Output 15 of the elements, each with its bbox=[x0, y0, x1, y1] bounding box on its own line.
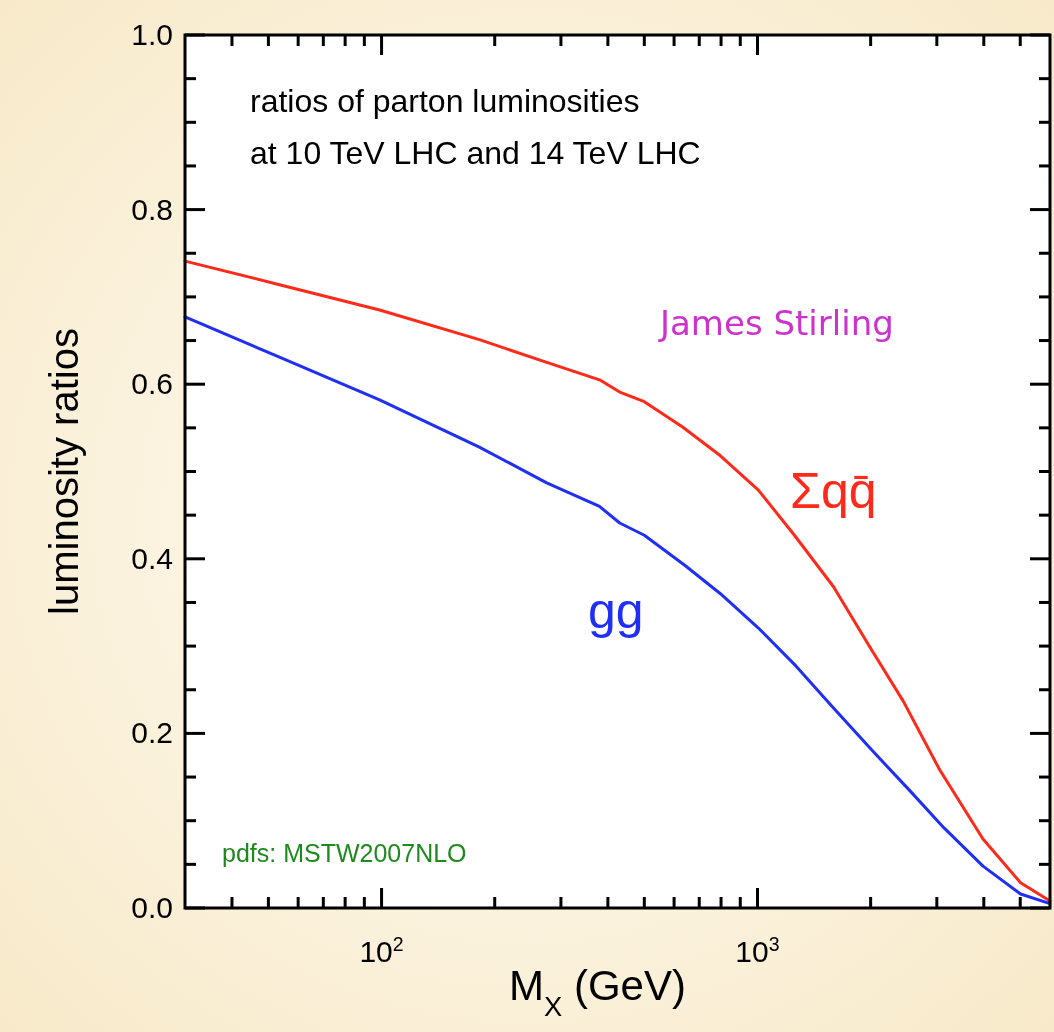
y-tick-label: 0.4 bbox=[131, 541, 173, 575]
y-tick-label: 1.0 bbox=[131, 18, 173, 51]
text: ratios of parton luminosities at 10 TeV LHC and 14 TeV LHC bbox=[250, 83, 701, 171]
annotation: pdfs: MSTW2007NLO bbox=[222, 839, 467, 867]
x-tick-label: 10$^{3}$ bbox=[735, 933, 780, 968]
series-label: Σqq̄ bbox=[790, 463, 877, 519]
y-tick-label: 0.2 bbox=[131, 716, 173, 750]
annotation: James Stirling bbox=[658, 303, 894, 343]
y-tick-label: 0.0 bbox=[131, 891, 173, 924]
y-tick-label: 0.8 bbox=[131, 192, 173, 226]
x-tick-label: 10$^{2}$ bbox=[359, 933, 404, 968]
y-axis-title: luminosity ratios bbox=[42, 328, 86, 615]
series-label: gg bbox=[588, 583, 644, 639]
y-tick-label: 0.6 bbox=[131, 367, 173, 401]
x-axis-title: M$_{X}$ (GeV) bbox=[509, 962, 686, 1022]
